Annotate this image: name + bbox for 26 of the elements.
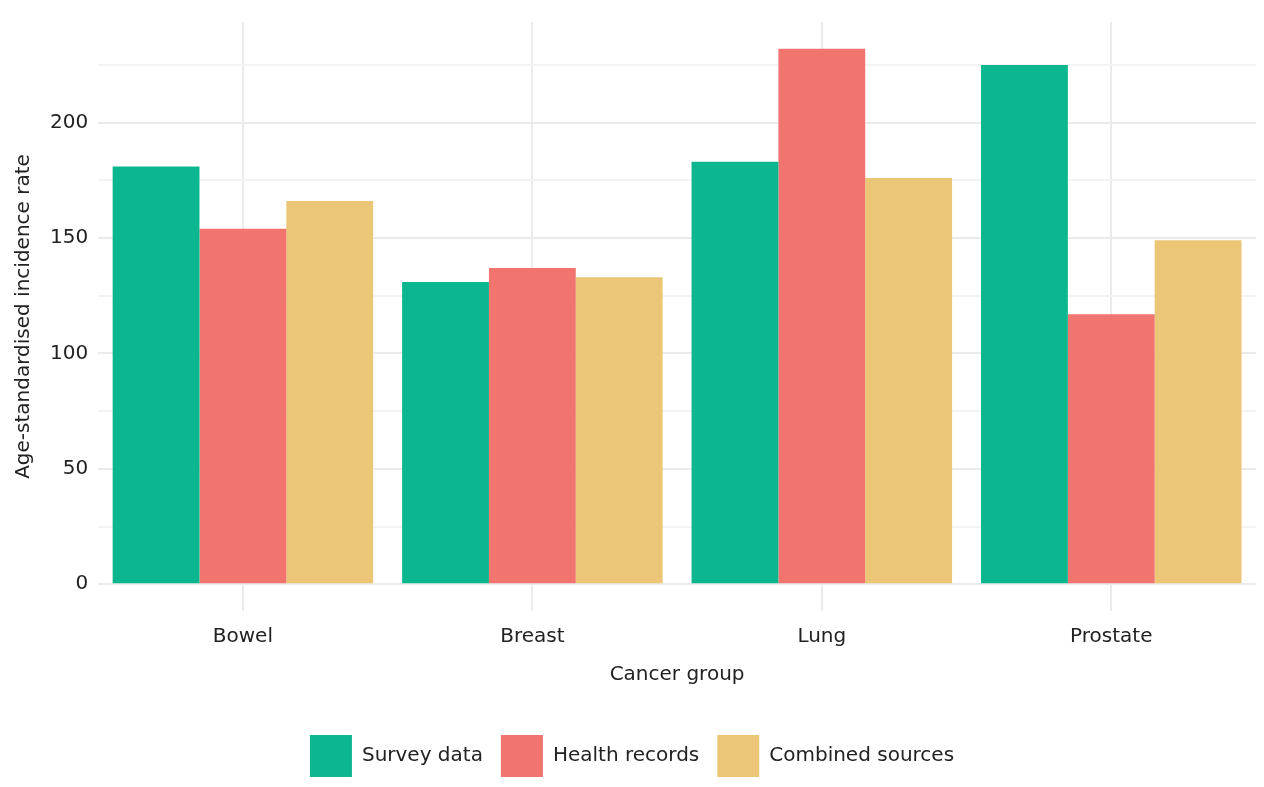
y-tick-label: 150 [49,224,89,249]
bar [1067,314,1155,584]
bar [402,281,489,584]
y-tick-label: 200 [49,108,89,133]
bar [286,201,374,584]
x-tick-label: Lung [797,623,847,648]
y-tick-label: 100 [49,339,89,364]
y-axis-title: Age-standardised incidence rate [10,154,35,479]
bar [1154,240,1242,584]
bar [199,228,287,584]
legend-label: Health records [552,742,700,767]
bar [488,268,576,584]
y-tick-label: 0 [75,570,89,595]
bar [575,277,663,584]
bar [112,166,200,584]
bar [778,48,866,584]
bar [865,178,953,584]
bar [981,64,1068,584]
legend-label: Combined sources [769,742,955,767]
bar [691,161,779,584]
legend-label: Survey data [361,742,483,767]
x-axis-title: Cancer group [609,661,745,686]
x-tick-label: Breast [500,623,565,648]
y-tick-label: 50 [62,455,89,480]
x-tick-label: Prostate [1070,623,1153,648]
x-tick-label: Bowel [212,623,273,648]
